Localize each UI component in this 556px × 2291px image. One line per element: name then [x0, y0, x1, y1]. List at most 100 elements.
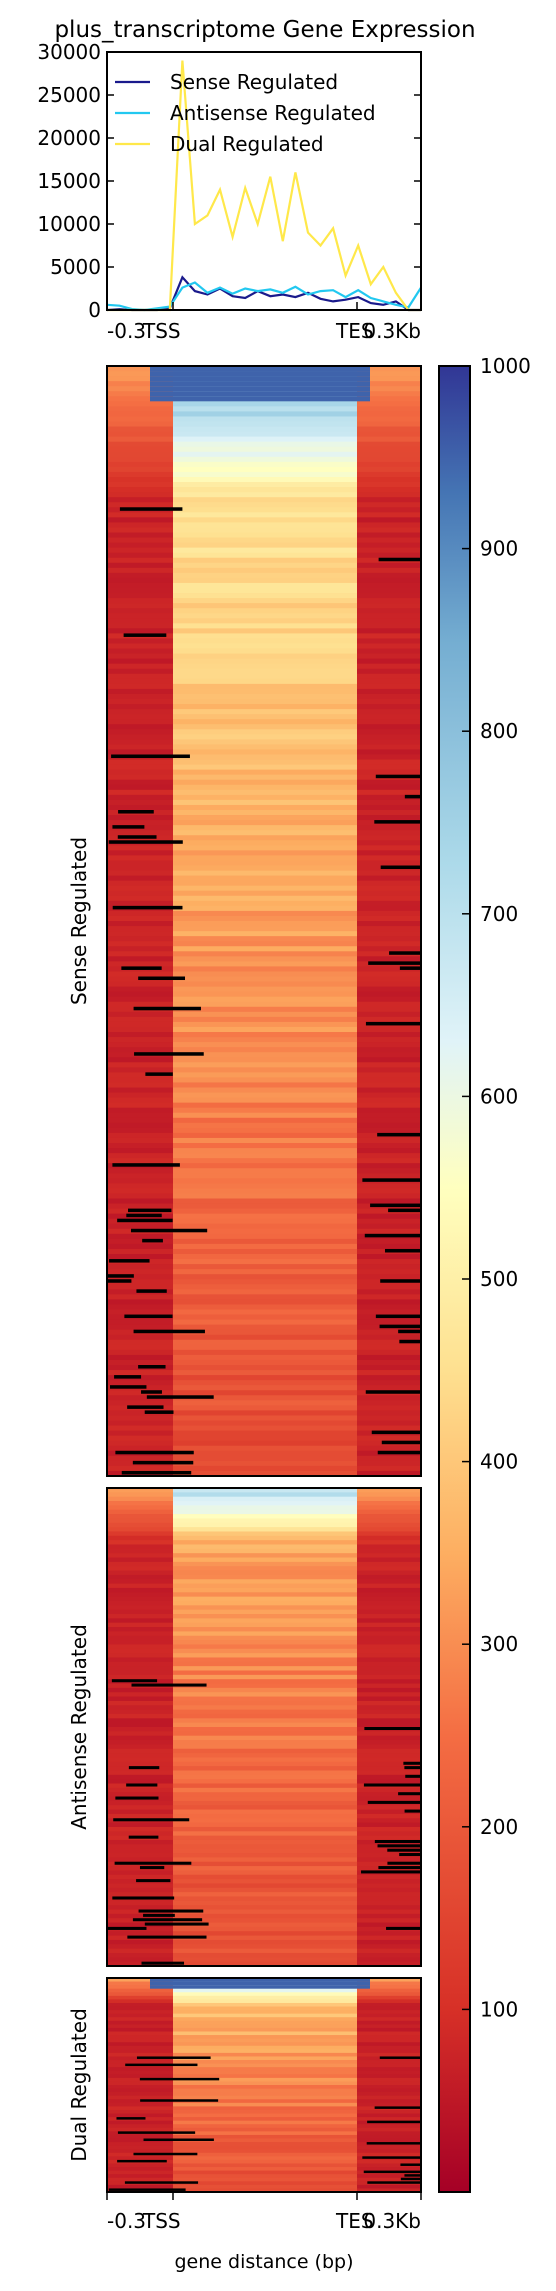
- heatmap-row: [173, 638, 357, 644]
- heatmap-row-flank: [107, 653, 173, 660]
- heatmap-missing: [384, 1248, 421, 1253]
- heatmap-row: [173, 668, 357, 675]
- heatmap-row-flank: [357, 567, 421, 574]
- heatmap-row: [173, 2074, 357, 2079]
- heatmap-row: [173, 2113, 357, 2118]
- heatmap-row: [173, 492, 357, 498]
- heatmap-row: [173, 1062, 357, 1068]
- heatmap-row-flank: [107, 678, 173, 685]
- heatmap-row-flank: [357, 426, 421, 432]
- heatmap-row-high: [150, 371, 370, 377]
- heatmap-row-flank: [107, 1026, 173, 1033]
- heatmap-row-flank: [107, 2081, 173, 2086]
- heatmap-row-flank: [107, 567, 173, 574]
- heatmap-row: [173, 1143, 357, 1149]
- heatmap-row: [173, 1653, 357, 1658]
- heatmap-row-flank: [357, 386, 421, 392]
- heatmap-row-flank: [357, 794, 421, 801]
- heatmap-row-flank: [357, 1067, 421, 1073]
- series-line-sense-regulated: [106, 275, 421, 312]
- heatmap-missing: [388, 1208, 421, 1213]
- heatmap-row-flank: [107, 1173, 173, 1179]
- heatmap-row-flank: [357, 1887, 421, 1893]
- heatmap-row-flank: [107, 1709, 173, 1715]
- heatmap-row-flank: [107, 1805, 173, 1810]
- heatmap-row-flank: [107, 1067, 173, 1073]
- heatmap-row: [173, 1618, 357, 1624]
- heatmap-row: [173, 1635, 357, 1641]
- heatmap-row-flank: [107, 1944, 173, 1950]
- heatmap-row: [173, 1254, 357, 1260]
- heatmap-row-flank: [107, 830, 173, 836]
- heatmap-row-flank: [357, 1896, 421, 1902]
- heatmap-missing: [143, 1913, 175, 1917]
- colorbar-tick-label: 700: [480, 902, 518, 926]
- heatmap-row-flank: [357, 1339, 421, 1346]
- heatmap-row: [173, 1132, 357, 1139]
- heatmap-row-flank: [357, 1548, 421, 1554]
- heatmap-row-flank: [357, 1648, 421, 1654]
- heatmap-row: [173, 850, 357, 856]
- heatmap-row-flank: [107, 2010, 173, 2015]
- heatmap-row: [173, 693, 357, 700]
- heatmap-row: [173, 2149, 357, 2154]
- heatmap-row: [173, 825, 357, 831]
- heatmap-row-flank: [357, 1587, 421, 1593]
- heatmap-row: [173, 1944, 357, 1950]
- heatmap-row-flank: [357, 1913, 421, 1919]
- heatmap-row-flank: [357, 799, 421, 806]
- heatmap-row-flank: [107, 2092, 173, 2097]
- heatmap-row-flank: [107, 1531, 173, 1537]
- heatmap-row-flank: [357, 1661, 421, 1667]
- colorbar-ticks: 100 200 300 400 500 600 700 800 900 1000: [462, 354, 531, 2021]
- heatmap-row: [173, 1705, 357, 1711]
- heatmap-row-flank: [357, 2020, 421, 2025]
- heatmap-row: [173, 628, 357, 634]
- heatmap-row-flank: [357, 1818, 421, 1823]
- heatmap-row-flank: [107, 456, 173, 463]
- heatmap-row-flank: [107, 2145, 173, 2150]
- heatmap-row-flank: [357, 2102, 421, 2107]
- heatmap-panel-3: Dual Regulated: [67, 1977, 422, 2193]
- heatmap-row: [173, 1687, 357, 1693]
- heatmap-row-high: [150, 1981, 370, 1986]
- heatmap-row-flank: [357, 1905, 421, 1910]
- heatmap-row-flank: [357, 1939, 421, 1945]
- heatmap-row: [173, 1631, 357, 1637]
- heatmap-row-flank: [357, 915, 421, 922]
- heatmap-row-flank: [357, 638, 421, 644]
- heatmap-row: [173, 1992, 357, 1997]
- heatmap-row-flank: [357, 1922, 421, 1928]
- heatmap-row: [173, 1995, 357, 2000]
- heatmap-row-flank: [357, 1540, 421, 1545]
- heatmap-row: [173, 810, 357, 816]
- heatmap-row-flank: [357, 1259, 421, 1265]
- heatmap-row-flank: [107, 502, 173, 508]
- heatmap-missing: [111, 1679, 158, 1683]
- heatmap-row-flank: [107, 1548, 173, 1554]
- heatmap-row: [173, 537, 357, 543]
- heatmap-row-flank: [357, 1579, 421, 1584]
- heatmap-row: [173, 1770, 357, 1776]
- heatmap-row: [173, 1909, 357, 1915]
- heatmap-row-flank: [107, 1127, 173, 1134]
- heatmap-row: [173, 2056, 357, 2061]
- heatmap-row-flank: [107, 411, 173, 417]
- heatmap-row-flank: [107, 1740, 173, 1745]
- heatmap-row: [173, 1683, 357, 1689]
- heatmap-row-flank: [357, 1596, 421, 1602]
- heatmap-row-flank: [107, 1761, 173, 1767]
- heatmap-row-flank: [357, 2127, 421, 2132]
- heatmap-row-flank: [357, 527, 421, 533]
- heatmap-row-flank: [107, 431, 173, 438]
- heatmap-row-flank: [107, 1587, 173, 1593]
- heatmap-row-flank: [357, 1835, 421, 1841]
- heatmap-row: [173, 1329, 357, 1336]
- heatmap-row-flank: [357, 1223, 421, 1230]
- heatmap-row-flank: [357, 1097, 421, 1104]
- heatmap-missing: [133, 1329, 205, 1334]
- heatmap-row: [173, 1218, 357, 1225]
- heatmap-row-flank: [357, 411, 421, 417]
- heatmap-row-flank: [357, 1334, 421, 1341]
- heatmap-row-flank: [107, 719, 173, 725]
